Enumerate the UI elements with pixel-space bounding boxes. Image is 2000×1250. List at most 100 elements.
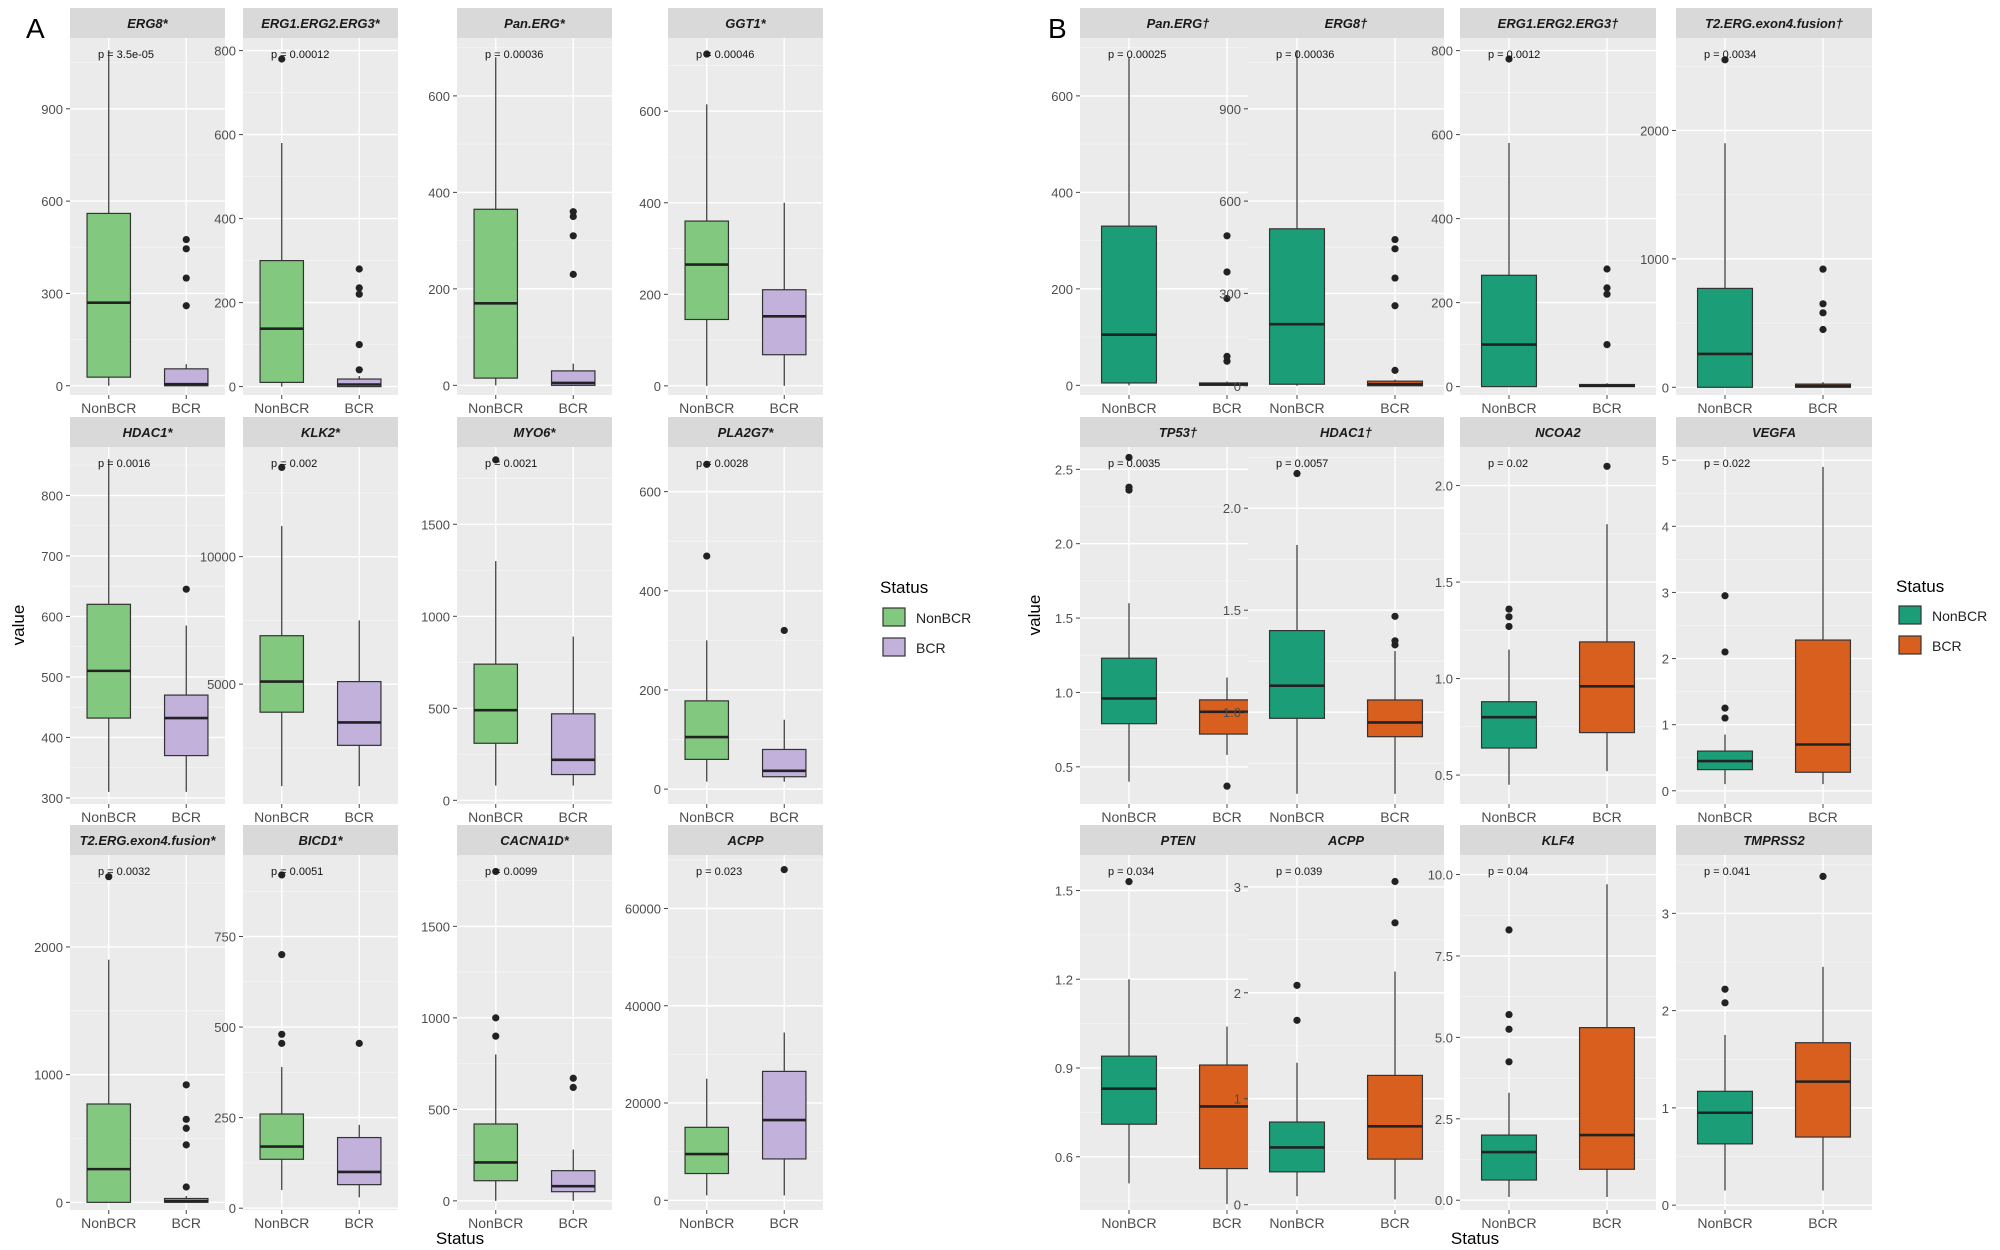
outlier-point [1505,1010,1513,1019]
facet-b-5: HDAC1† 1.0 1.5 2.0 NonBCR BCR p = 0.0057 [1223,417,1444,825]
box-nonbcr [1480,605,1538,785]
y-tick-label: 1000 [34,1068,63,1083]
y-tick-label: 40000 [625,999,661,1014]
box-iqr [1480,274,1538,388]
x-tick-label: NonBCR [1697,809,1752,825]
x-tick-label: NonBCR [254,400,309,416]
outlier-point [278,55,286,63]
y-tick-label: 0.0 [1435,1193,1453,1208]
x-axis-title-b: Status [1451,1229,1499,1248]
outlier-point [1293,981,1301,989]
p-value-label: p = 0.034 [1108,866,1154,878]
outlier-point [569,270,577,278]
outlier-point [1721,56,1729,64]
y-tick-label: 3 [1662,906,1669,921]
box-nonbcr [1100,453,1158,782]
x-tick-label: NonBCR [254,809,309,825]
outlier-point [1505,605,1513,613]
box-iqr [1794,639,1852,773]
outlier-point [1293,469,1301,478]
outlier-point [355,1039,363,1047]
y-axis-title-b: value [1025,595,1044,636]
box-iqr [761,1070,807,1160]
facet-title: ACPP [726,833,763,848]
y-tick-label: 800 [214,44,236,59]
outlier-point [1819,309,1827,317]
x-tick-label: BCR [344,1215,374,1231]
x-tick-label: NonBCR [81,809,136,825]
x-tick-label: NonBCR [679,400,734,416]
facet-title: BICD1* [298,833,343,848]
facet-a-10: CACNA1D* 0 500 1000 1500 NonBCR BCR p = 0.0099 [421,825,612,1231]
outlier-point [1391,366,1399,374]
x-tick-label: NonBCR [468,1215,523,1231]
facet-a-3: GGT1* 0 200 400 600 NonBCR BCR p = 0.00046 [639,8,823,416]
strip-background [457,8,612,38]
y-tick-label: 5 [1662,453,1669,468]
outlier-point [1391,302,1399,310]
facet-a-2: Pan.ERG* 0 200 400 600 NonBCR BCR p = 0.00036 [428,8,612,416]
p-value-label: p = 0.0035 [1108,458,1160,470]
facet-title: PLA2G7* [718,425,775,440]
y-tick-label: 2.0 [1435,479,1453,494]
outlier-point [1391,919,1399,927]
outlier-point [1721,714,1729,722]
y-tick-label: 600 [214,128,236,143]
legend-label-bcr-b: BCR [1932,638,1962,654]
p-value-label: p = 0.002 [271,458,317,470]
facet-title: ACPP [1327,833,1364,848]
p-value-label: p = 0.0012 [1488,49,1540,61]
y-tick-label: 600 [41,609,63,624]
p-value-label: p = 0.023 [696,866,742,878]
legend-label-bcr-a: BCR [916,640,946,656]
panel-label-b: B [1048,13,1067,44]
outlier-point [1223,294,1231,303]
y-tick-label: 400 [41,730,63,745]
facet-title: TP53† [1159,425,1198,440]
legend-key-bcr-b [1898,635,1922,655]
y-tick-label: 1000 [421,609,450,624]
box-iqr [86,603,132,719]
x-tick-label: BCR [1592,400,1622,416]
strip-background [1676,8,1872,38]
box-bcr [163,585,209,792]
y-tick-label: 1000 [1640,252,1669,267]
box-nonbcr [1480,55,1538,388]
strip-background [1460,825,1656,855]
p-value-label: p = 0.039 [1276,866,1322,878]
box-nonbcr [1268,469,1326,794]
facet-a-8: T2.ERG.exon4.fusion* 0 1000 2000 NonBCR BCR p … [34,825,225,1231]
box-bcr [550,208,596,386]
box-bcr [336,265,382,388]
y-tick-label: 4 [1662,519,1669,534]
facet-a-6: MYO6* 0 500 1000 1500 NonBCR BCR p = 0.0021 [421,417,612,825]
outlier-point [1505,1025,1513,1033]
x-tick-label: BCR [1808,1215,1838,1231]
y-tick-label: 500 [428,1102,450,1117]
x-tick-label: NonBCR [1269,400,1324,416]
box-bcr [550,636,596,786]
facet-title: KLK2* [301,425,341,440]
y-tick-label: 10.0 [1428,868,1453,883]
x-tick-label: NonBCR [1101,400,1156,416]
y-tick-label: 400 [639,584,661,599]
box-iqr [473,663,519,744]
box-iqr [684,1126,730,1175]
box-nonbcr [1100,57,1158,386]
facet-a-7: PLA2G7* 0 200 400 600 NonBCR BCR p = 0.0028 [639,417,823,825]
outlier-point [278,1039,286,1047]
box-iqr [1100,225,1158,384]
p-value-label: p = 0.0034 [1704,49,1756,61]
box-iqr [163,368,209,387]
box-iqr [1696,287,1754,388]
box-iqr [86,212,132,378]
strip-background [457,417,612,447]
outlier-point [1505,613,1513,621]
strip-background [70,417,225,447]
box-iqr [259,1113,305,1160]
y-tick-label: 2.5 [1435,1112,1453,1127]
p-value-label: p = 0.00012 [271,49,329,61]
y-tick-label: 300 [41,791,63,806]
panel-background [243,447,398,804]
x-tick-label: BCR [558,400,588,416]
